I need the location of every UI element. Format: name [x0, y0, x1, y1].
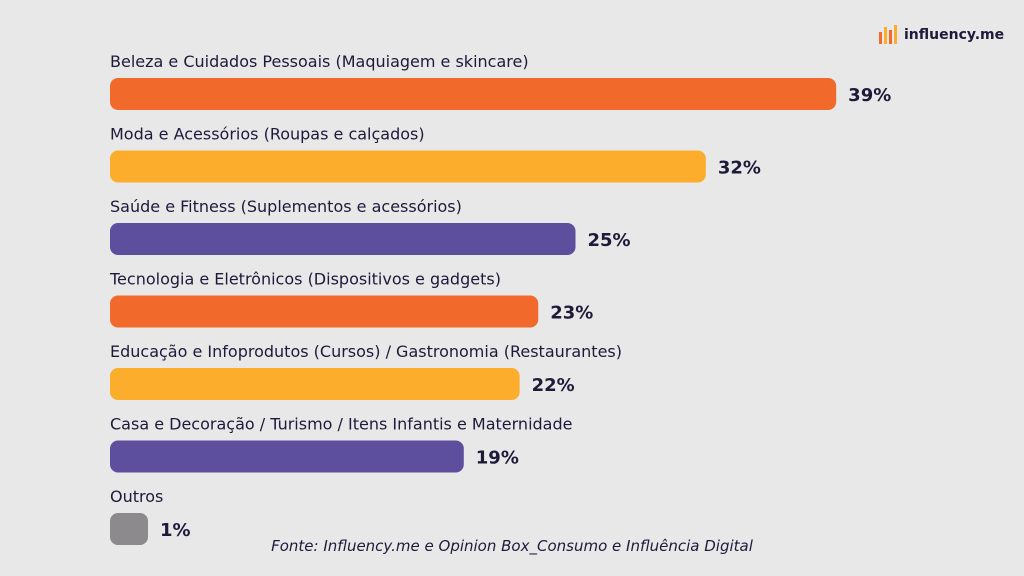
brand-logo: influency.me	[878, 24, 1004, 46]
category-label: Casa e Decoração / Turismo / Itens Infan…	[110, 415, 572, 434]
value-label: 1%	[160, 520, 191, 541]
bar	[110, 150, 706, 183]
value-label: 32%	[718, 158, 761, 179]
bar	[110, 78, 837, 110]
category-label: Tecnologia e Eletrônicos (Dispositivos e…	[109, 270, 501, 289]
value-label: 19%	[476, 448, 519, 469]
logo-bars-icon	[879, 25, 897, 44]
bar	[110, 440, 464, 473]
category-label: Moda e Acessórios (Roupas e calçados)	[110, 125, 425, 144]
bar	[110, 295, 539, 328]
bar	[110, 513, 148, 545]
value-label: 39%	[848, 85, 891, 106]
category-label: Educação e Infoprodutos (Cursos) / Gastr…	[110, 342, 622, 361]
bar	[110, 223, 576, 255]
value-label: 22%	[532, 375, 575, 396]
brand-name: influency.me	[904, 27, 1005, 43]
value-label: 23%	[550, 303, 593, 324]
source-note: Fonte: Influency.me e Opinion Box_Consum…	[271, 537, 753, 555]
category-label: Beleza e Cuidados Pessoais (Maquiagem e …	[110, 52, 529, 71]
bar	[110, 368, 520, 400]
category-label: Saúde e Fitness (Suplementos e acessório…	[110, 197, 462, 216]
value-label: 25%	[588, 230, 631, 251]
category-label: Outros	[110, 487, 163, 506]
